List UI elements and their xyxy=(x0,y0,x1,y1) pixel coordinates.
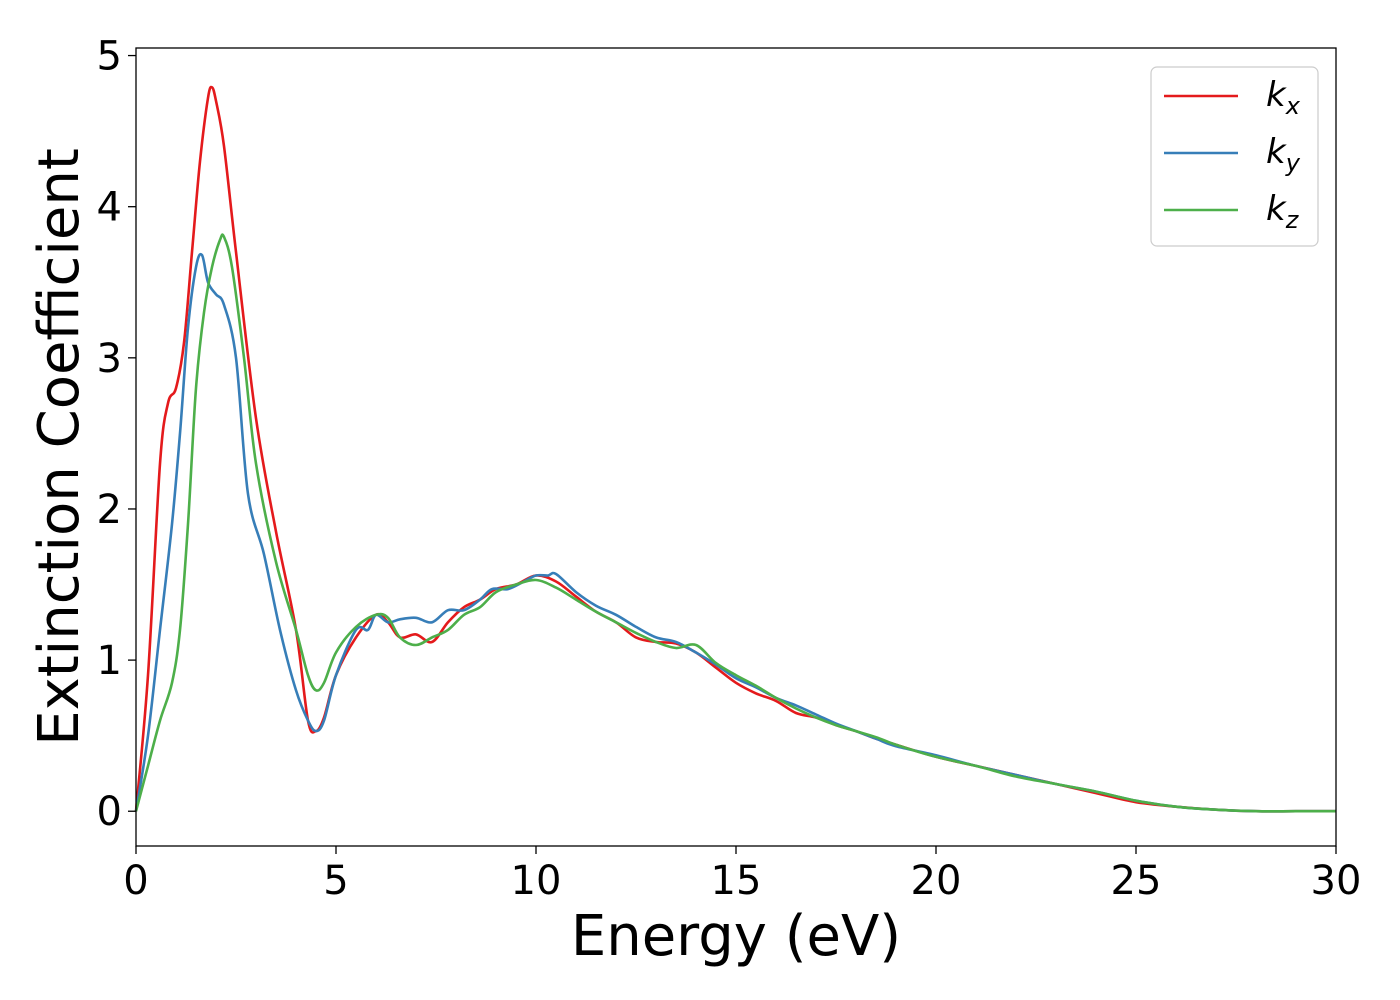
legend-item-y: ky xyxy=(1164,132,1301,177)
y-tick-label: 5 xyxy=(97,34,122,80)
plot-lines xyxy=(134,85,1336,813)
x-tick-label: 30 xyxy=(1311,858,1362,904)
y-tick-label: 4 xyxy=(97,185,122,231)
x-tick-label: 5 xyxy=(323,858,348,904)
legend: kx ky kz xyxy=(1150,66,1319,247)
y-tick-label: 3 xyxy=(97,336,122,382)
x-tick-label: 25 xyxy=(1111,858,1162,904)
x-axis: 0 5 10 15 20 25 30 xyxy=(123,846,1361,904)
y-tick-label: 0 xyxy=(97,789,122,835)
series-line-z xyxy=(134,233,1336,813)
legend-label: ky xyxy=(1266,132,1301,177)
x-axis-title: Energy (eV) xyxy=(571,904,901,969)
legend-box xyxy=(1150,66,1319,247)
y-tick-label: 2 xyxy=(97,487,122,533)
y-axis-title: Extinction Coefficient xyxy=(27,148,92,746)
y-tick-label: 1 xyxy=(97,638,122,684)
x-tick-label: 15 xyxy=(711,858,762,904)
legend-item-x: kx xyxy=(1164,75,1301,120)
x-tick-label: 0 xyxy=(123,858,148,904)
x-tick-label: 20 xyxy=(911,858,962,904)
legend-label: kz xyxy=(1266,189,1300,234)
x-tick-label: 10 xyxy=(511,858,562,904)
legend-item-z: kz xyxy=(1164,189,1300,234)
y-axis: 0 1 2 3 4 5 xyxy=(97,34,136,835)
legend-label: kx xyxy=(1266,75,1301,120)
series-line-y xyxy=(134,252,1336,813)
